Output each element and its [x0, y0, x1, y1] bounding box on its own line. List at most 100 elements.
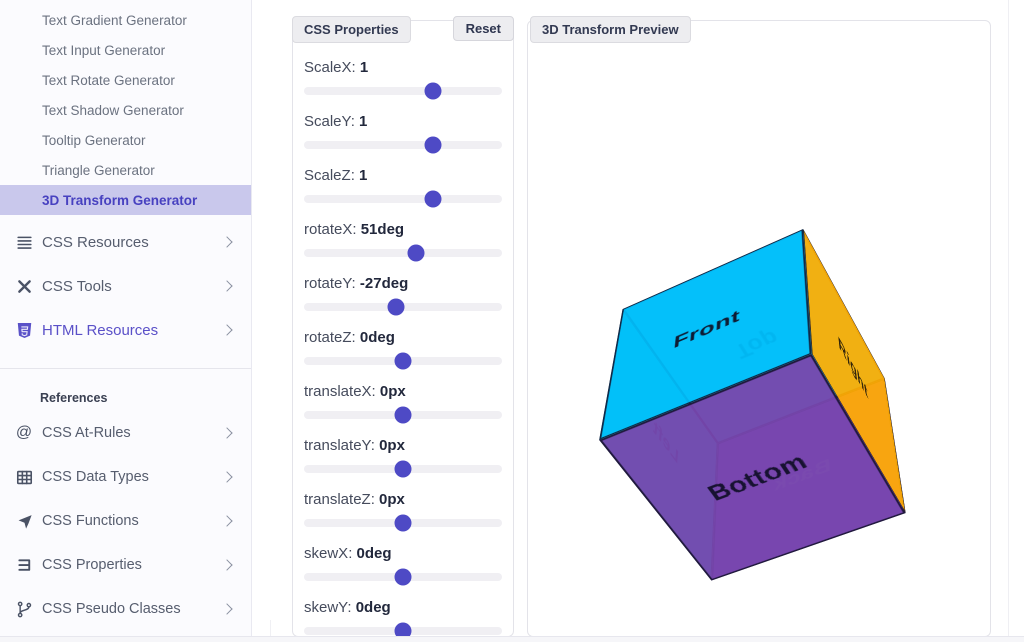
sliders-container: ScaleX: 1 ScaleY: 1 ScaleZ: 1 rotateX: 51de… — [293, 21, 513, 640]
slider-value: 0deg — [356, 545, 392, 562]
slider-row-scaley: ScaleY: 1 — [304, 111, 502, 154]
sidebar-item-label: CSS Tools — [42, 277, 112, 295]
table-icon — [13, 466, 35, 488]
chevron-right-icon — [221, 324, 233, 336]
slider-thumb-translatey[interactable] — [394, 460, 412, 478]
slider-track-translatey[interactable] — [304, 460, 502, 478]
slider-track-translatex[interactable] — [304, 406, 502, 424]
slider-track-rotatey[interactable] — [304, 298, 502, 316]
slider-value: -27deg — [359, 275, 409, 292]
cube: Front Back Right Left Top Bottom — [599, 228, 906, 581]
slider-thumb-translatez[interactable] — [394, 514, 412, 532]
sidebar-item-css-tools[interactable]: CSS Tools — [0, 264, 251, 308]
slider-value: 0px — [379, 491, 405, 508]
chevron-right-icon — [221, 280, 233, 292]
slider-value: 1 — [359, 167, 368, 184]
slider-row-translatex: translateX: 0px — [304, 381, 502, 424]
sidebar-item-label: CSS Resources — [42, 233, 149, 251]
slider-track-skewy[interactable] — [304, 622, 502, 640]
slider-value: 1 — [359, 59, 369, 76]
sidebar-item-label: CSS At-Rules — [42, 425, 131, 441]
slider-label-scalez: ScaleZ: 1 — [304, 167, 368, 184]
chevron-right-icon — [221, 236, 233, 248]
slider-track-scaley[interactable] — [304, 136, 502, 154]
slider-thumb-scalex[interactable] — [424, 82, 442, 100]
generator-list: Text Gradient Generator Text Input Genera… — [0, 0, 251, 215]
slider-thumb-skewy[interactable] — [394, 622, 412, 640]
sidebar-scroll-gutter — [270, 620, 271, 637]
slider-label-skewx: skewX: 0deg — [304, 545, 392, 562]
references-heading: References — [40, 391, 108, 405]
css3-icon — [13, 554, 35, 576]
transform-preview-title: 3D Transform Preview — [530, 16, 691, 43]
sidebar-item-tooltip-generator[interactable]: Tooltip Generator — [42, 132, 146, 148]
chevron-right-icon — [221, 603, 233, 615]
sidebar-item-css-properties[interactable]: CSS Properties — [0, 543, 251, 587]
sidebar: Text Gradient Generator Text Input Genera… — [0, 0, 252, 637]
slider-label-translatez: translateZ: 0px — [304, 491, 405, 508]
slider-thumb-rotatez[interactable] — [394, 352, 412, 370]
sidebar-item-css-functions[interactable]: CSS Functions — [0, 499, 251, 543]
sidebar-item-text-gradient-generator[interactable]: Text Gradient Generator — [42, 12, 187, 28]
sidebar-item-text-input-generator[interactable]: Text Input Generator — [42, 42, 166, 58]
slider-row-skewx: skewX: 0deg — [304, 543, 502, 586]
slider-thumb-scaley[interactable] — [424, 136, 442, 154]
at-icon: @ — [15, 424, 33, 441]
content-right-edge — [1008, 0, 1009, 637]
slider-value: 0deg — [359, 329, 395, 346]
sidebar-item-label: CSS Pseudo Classes — [42, 601, 181, 617]
list-icon — [13, 231, 35, 253]
sidebar-item-css-resources[interactable]: CSS Resources — [0, 220, 251, 264]
slider-track-translatez[interactable] — [304, 514, 502, 532]
references-list: @ CSS At-Rules CSS Data Types CSS Functions… — [0, 411, 251, 631]
sidebar-item-3d-transform-generator[interactable]: 3D Transform Generator — [0, 185, 251, 215]
sidebar-item-text-rotate-generator[interactable]: Text Rotate Generator — [42, 72, 175, 88]
function-icon — [13, 510, 35, 532]
slider-thumb-scalez[interactable] — [424, 190, 442, 208]
slider-label-rotatey: rotateY: -27deg — [304, 275, 409, 292]
css-properties-panel-title: CSS Properties — [292, 16, 411, 43]
slider-label-scaley: ScaleY: 1 — [304, 113, 368, 130]
slider-label-skewy: skewY: 0deg — [304, 599, 391, 616]
slider-thumb-rotatex[interactable] — [407, 244, 425, 262]
slider-track-rotatex[interactable] — [304, 244, 502, 262]
slider-thumb-skewx[interactable] — [394, 568, 412, 586]
slider-label-rotatez: rotateZ: 0deg — [304, 329, 395, 346]
sidebar-item-css-at-rules[interactable]: @ CSS At-Rules — [0, 411, 251, 455]
branch-icon — [13, 598, 35, 620]
slider-value: 0px — [379, 383, 406, 400]
html5-icon — [13, 319, 35, 341]
sidebar-item-css-data-types[interactable]: CSS Data Types — [0, 455, 251, 499]
slider-label-translatey: translateY: 0px — [304, 437, 405, 454]
slider-row-translatey: translateY: 0px — [304, 435, 502, 478]
sidebar-item-css-pseudo-classes[interactable]: CSS Pseudo Classes — [0, 587, 251, 631]
reset-button[interactable]: Reset — [452, 16, 514, 41]
slider-label-translatex: translateX: 0px — [304, 383, 406, 400]
sidebar-item-html-resources[interactable]: HTML Resources — [0, 308, 251, 352]
slider-track-skewx[interactable] — [304, 568, 502, 586]
chevron-right-icon — [221, 515, 233, 527]
slider-value: 51deg — [360, 221, 405, 238]
slider-row-scalex: ScaleX: 1 — [304, 57, 502, 100]
slider-label-scalex: ScaleX: 1 — [304, 59, 369, 76]
slider-row-scalez: ScaleZ: 1 — [304, 165, 502, 208]
slider-track-scalez[interactable] — [304, 190, 502, 208]
cube-scene: Front Back Right Left Top Bottom — [599, 228, 906, 581]
slider-track-rotatez[interactable] — [304, 352, 502, 370]
slider-row-translatez: translateZ: 0px — [304, 489, 502, 532]
sidebar-item-label: CSS Properties — [42, 557, 142, 573]
chevron-right-icon — [221, 471, 233, 483]
tools-icon — [13, 275, 35, 297]
slider-track-scalex[interactable] — [304, 82, 502, 100]
slider-value: 0px — [379, 437, 405, 454]
sidebar-item-triangle-generator[interactable]: Triangle Generator — [42, 162, 155, 178]
sidebar-divider — [0, 368, 251, 369]
slider-label-rotatex: rotateX: 51deg — [304, 221, 405, 238]
slider-thumb-translatex[interactable] — [394, 406, 412, 424]
sidebar-item-label: CSS Functions — [42, 513, 139, 529]
sidebar-item-text-shadow-generator[interactable]: Text Shadow Generator — [42, 102, 184, 118]
slider-value: 1 — [359, 113, 368, 130]
slider-row-rotatez: rotateZ: 0deg — [304, 327, 502, 370]
slider-thumb-rotatey[interactable] — [387, 298, 405, 316]
slider-row-rotatey: rotateY: -27deg — [304, 273, 502, 316]
